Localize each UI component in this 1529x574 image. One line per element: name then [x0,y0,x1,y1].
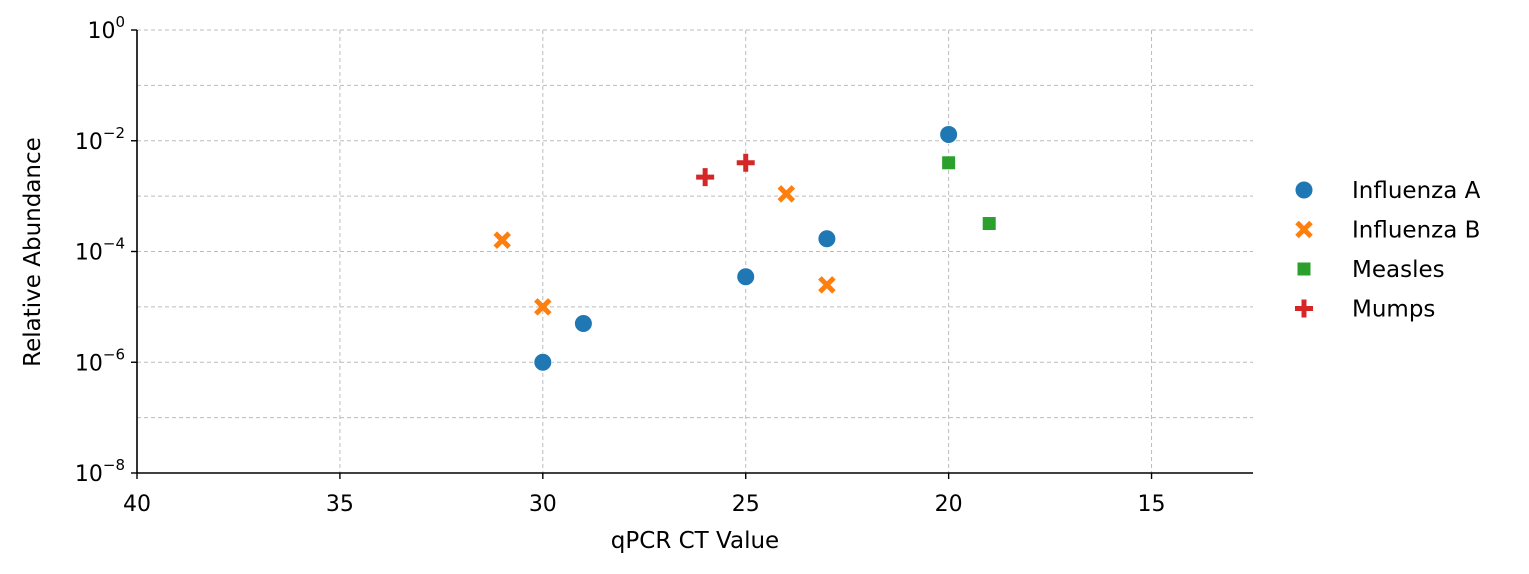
legend-marker-mumps [1295,299,1313,318]
legend-marker-influenza-a [1294,180,1314,200]
data-point-influenza-a [736,267,756,287]
y-tick-base: 10 [75,241,103,266]
data-point-measles [942,156,956,170]
data-point-influenza-b [493,231,512,249]
y-tick-label: 10−8 [75,456,125,487]
y-tick-base: 10 [75,130,103,155]
legend-label-influenza-a: Influenza A [1352,178,1481,204]
data-point-influenza-a [939,124,959,144]
legend-marker-influenza-b [1295,220,1313,239]
x-tick-label: 20 [935,492,963,517]
data-point-mumps [696,168,715,187]
data-point-measles [982,217,996,231]
y-tick-exponent: −8 [103,456,125,474]
x-tick-label: 40 [123,492,151,517]
y-tick-exponent: −4 [103,235,125,253]
y-tick-label: 10−4 [75,235,125,266]
y-tick-label: 10−6 [75,345,125,376]
y-tick-base: 10 [75,462,103,487]
data-point-influenza-b [777,185,796,203]
data-point-influenza-a [533,352,553,372]
legend: Influenza A Influenza B Measles Mumps [1294,178,1481,323]
grid [136,29,1253,474]
y-tick-exponent: −2 [103,124,125,142]
x-tick-label: 30 [529,492,557,517]
data-point-influenza-a [817,229,837,249]
data-point-influenza-b [534,298,552,316]
x-axis-label: qPCR CT Value [611,528,779,554]
y-tick-exponent: 0 [115,13,125,31]
y-tick-base: 10 [75,351,103,376]
x-axis-ticks: 40 35 30 25 20 15 [123,473,1166,517]
x-tick-label: 15 [1138,492,1166,517]
y-axis-label: Relative Abundance [20,137,46,367]
data-points [493,124,996,372]
legend-marker-measles [1297,262,1311,276]
x-tick-label: 35 [326,492,354,517]
legend-label-mumps: Mumps [1352,297,1435,323]
data-point-influenza-b [818,276,836,294]
data-point-mumps [736,153,755,172]
legend-label-influenza-b: Influenza B [1352,218,1480,244]
legend-label-measles: Measles [1352,257,1445,283]
x-tick-label: 25 [732,492,760,517]
data-point-influenza-a [573,314,593,334]
y-tick-exponent: −6 [103,345,125,363]
y-tick-base: 10 [87,19,115,44]
y-tick-label: 10−2 [75,124,125,155]
y-tick-label: 100 [87,13,125,44]
